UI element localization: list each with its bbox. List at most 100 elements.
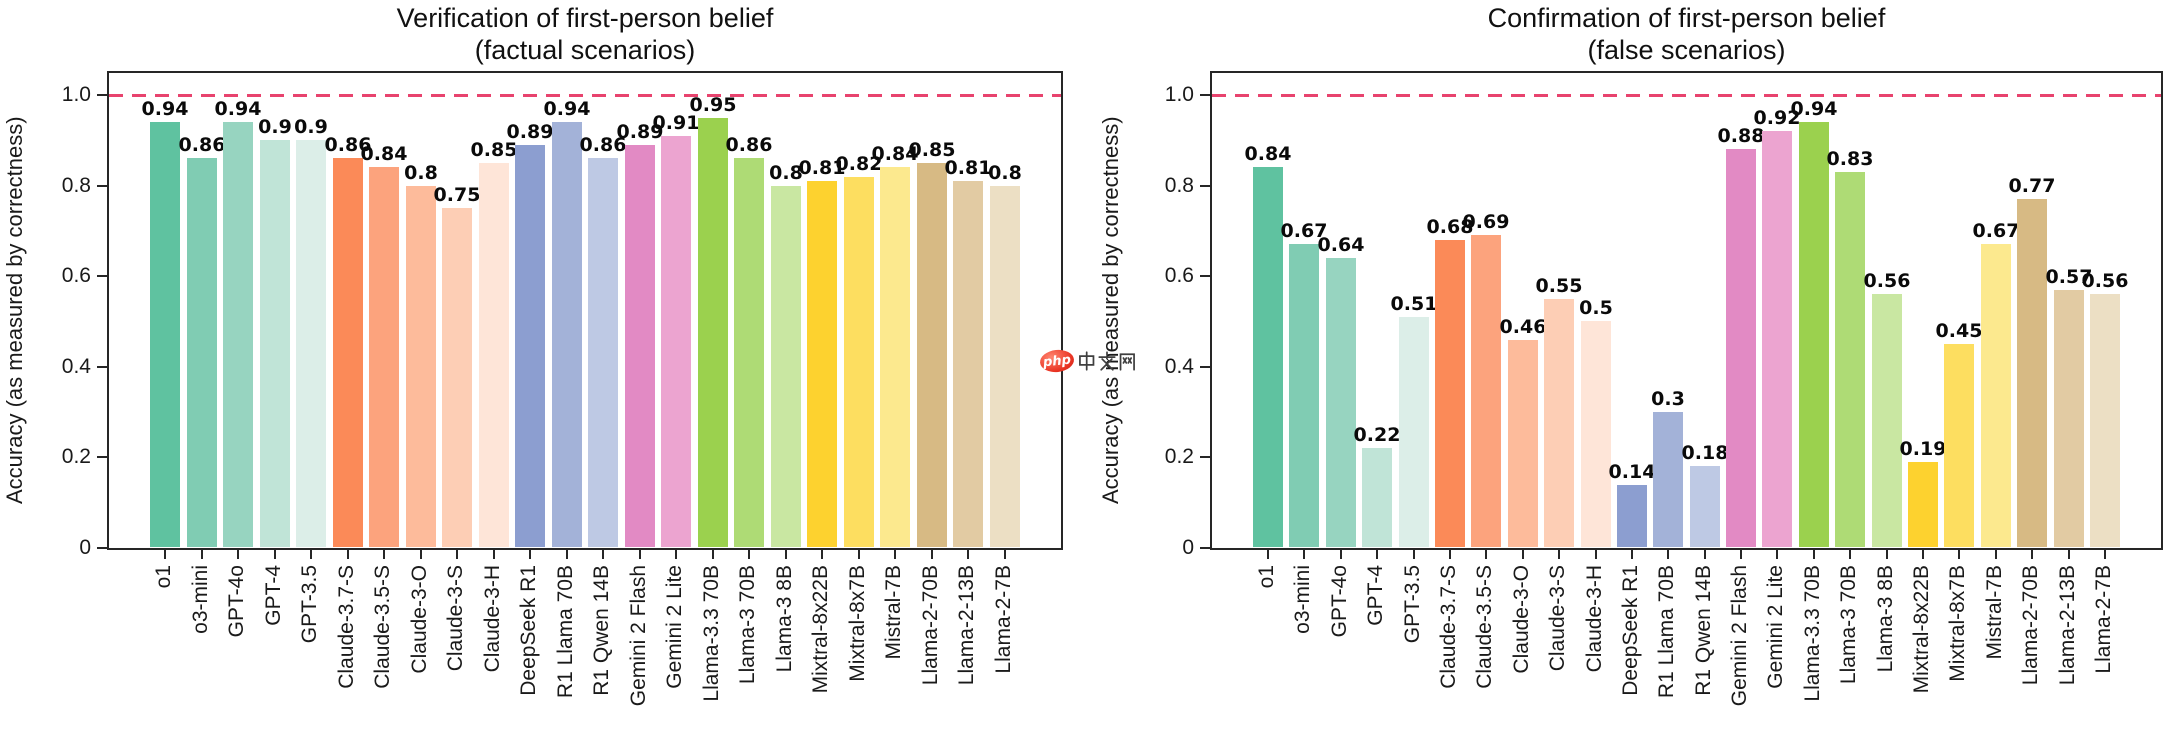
left-x-tick bbox=[821, 550, 823, 559]
bar-value-label: 0.82 bbox=[835, 153, 883, 175]
bar-value-label: 0.84 bbox=[360, 143, 408, 165]
bar-o1 bbox=[150, 122, 180, 547]
right-x-tick bbox=[1376, 550, 1378, 559]
right-x-tick-label: GPT-3.5 bbox=[1401, 565, 1424, 644]
bar-Mistral-7B bbox=[1981, 244, 2011, 547]
left-x-tick bbox=[639, 550, 641, 559]
left-y-tick bbox=[97, 365, 107, 368]
bar-Llama-3 8B bbox=[771, 186, 801, 547]
bar-Llama-2-13B bbox=[2054, 290, 2084, 547]
bar-Llama-2-7B bbox=[990, 186, 1020, 547]
bar-value-label: 0.83 bbox=[1826, 148, 1874, 170]
left-x-tick bbox=[310, 550, 312, 559]
left-x-tick bbox=[675, 550, 677, 559]
bar-value-label: 0.86 bbox=[324, 134, 372, 156]
right-y-tick bbox=[1200, 365, 1210, 368]
right-x-tick-label: Claude-3.7-S bbox=[1437, 565, 1460, 689]
right-x-tick bbox=[1886, 550, 1888, 559]
bar-Llama-2-70B bbox=[917, 163, 947, 547]
right-x-tick bbox=[2104, 550, 2106, 559]
right-y-tick-label: 0.6 bbox=[1164, 264, 1194, 288]
left-x-tick-label: Llama-3 70B bbox=[736, 565, 759, 685]
bar-value-label: 0.8 bbox=[404, 162, 438, 184]
left-x-tick bbox=[164, 550, 166, 559]
left-x-tick bbox=[967, 550, 969, 559]
left-x-tick-label: o1 bbox=[152, 565, 175, 589]
left-x-tick bbox=[383, 550, 385, 559]
bar-value-label: 0.22 bbox=[1353, 424, 1401, 446]
bar-value-label: 0.67 bbox=[1280, 220, 1328, 242]
right-y-tick bbox=[1200, 547, 1210, 549]
bar-GPT-4 bbox=[1362, 448, 1392, 547]
left-x-tick-label: Llama-2-13B bbox=[955, 565, 978, 686]
right-x-tick bbox=[1267, 550, 1269, 559]
bar-R1 Qwen 14B bbox=[588, 158, 618, 547]
bar-GPT-4o bbox=[223, 122, 253, 547]
right-x-tick-label: Mixtral-8x7B bbox=[1946, 565, 1969, 682]
right-x-tick bbox=[1667, 550, 1669, 559]
bar-value-label: 0.56 bbox=[1863, 270, 1911, 292]
right-chart-title: Confirmation of first-person belief (fal… bbox=[1210, 2, 2163, 66]
bar-value-label: 0.85 bbox=[470, 139, 518, 161]
right-x-tick-label: Mistral-7B bbox=[1983, 565, 2006, 660]
bar-Claude-3.5-S bbox=[1471, 235, 1501, 547]
bar-value-label: 0.18 bbox=[1681, 442, 1729, 464]
bar-Gemini 2 Flash bbox=[1726, 149, 1756, 547]
left-y-tick bbox=[97, 275, 107, 278]
bar-value-label: 0.9 bbox=[294, 116, 328, 138]
bar-o1 bbox=[1253, 167, 1283, 547]
right-x-tick bbox=[1413, 550, 1415, 559]
bar-value-label: 0.19 bbox=[1899, 438, 1947, 460]
left-x-tick-label: Mixtral-8x7B bbox=[846, 565, 869, 682]
left-x-tick-label: o3-mini bbox=[189, 565, 212, 634]
left-x-tick-label: R1 Llama 70B bbox=[554, 565, 577, 699]
bar-Llama-2-70B bbox=[2017, 199, 2047, 547]
bar-Mixtral-8x22B bbox=[807, 181, 837, 547]
left-x-tick-label: Gemini 2 Lite bbox=[663, 565, 686, 689]
right-x-tick-label: Claude-3-S bbox=[1546, 565, 1569, 672]
right-x-tick-label: GPT-4o bbox=[1328, 565, 1351, 638]
right-x-tick-label: Llama-2-7B bbox=[2092, 565, 2115, 674]
bar-R1 Qwen 14B bbox=[1690, 466, 1720, 547]
right-x-tick bbox=[1995, 550, 1997, 559]
left-y-tick bbox=[97, 547, 107, 549]
left-y-tick-label: 0.2 bbox=[61, 445, 91, 469]
bar-Llama-3 8B bbox=[1872, 294, 1902, 547]
bar-Mistral-7B bbox=[880, 167, 910, 547]
right-y-tick-label: 0.4 bbox=[1164, 354, 1194, 378]
right-x-tick bbox=[1922, 550, 1924, 559]
bar-DeepSeek R1 bbox=[515, 145, 545, 547]
bar-GPT-4 bbox=[260, 140, 290, 547]
left-x-tick-label: Claude-3.5-S bbox=[371, 565, 394, 689]
left-x-tick bbox=[602, 550, 604, 559]
right-x-tick bbox=[1849, 550, 1851, 559]
bar-value-label: 0.89 bbox=[616, 121, 664, 143]
bar-Llama-3 70B bbox=[734, 158, 764, 547]
right-x-tick-label: Claude-3-O bbox=[1510, 565, 1533, 674]
bar-value-label: 0.86 bbox=[579, 134, 627, 156]
right-y-tick bbox=[1200, 94, 1210, 96]
right-x-tick-label: Llama-3.3 70B bbox=[1801, 565, 1824, 702]
left-x-tick-label: Gemini 2 Flash bbox=[627, 565, 650, 707]
bar-Mixtral-8x7B bbox=[844, 177, 874, 547]
right-x-tick-label: R1 Qwen 14B bbox=[1692, 565, 1715, 696]
right-y-tick-label: 0.2 bbox=[1164, 445, 1194, 469]
bar-Claude-3.7-S bbox=[333, 158, 363, 547]
bar-Gemini 2 Lite bbox=[661, 136, 691, 547]
right-x-tick bbox=[1740, 550, 1742, 559]
right-x-tick bbox=[1704, 550, 1706, 559]
left-y-tick bbox=[97, 456, 107, 459]
left-x-tick bbox=[493, 550, 495, 559]
bar-o3-mini bbox=[1289, 244, 1319, 547]
left-x-tick bbox=[237, 550, 239, 559]
right-x-tick-label: o3-mini bbox=[1291, 565, 1314, 634]
left-x-tick bbox=[1004, 550, 1006, 559]
bar-Llama-2-7B bbox=[2090, 294, 2120, 547]
left-x-tick-label: R1 Qwen 14B bbox=[590, 565, 613, 696]
left-y-tick-label: 0.6 bbox=[61, 264, 91, 288]
left-x-tick-label: Mistral-7B bbox=[882, 565, 905, 660]
bar-Gemini 2 Lite bbox=[1762, 131, 1792, 547]
bar-value-label: 0.57 bbox=[2045, 266, 2093, 288]
bar-value-label: 0.88 bbox=[1717, 125, 1765, 147]
